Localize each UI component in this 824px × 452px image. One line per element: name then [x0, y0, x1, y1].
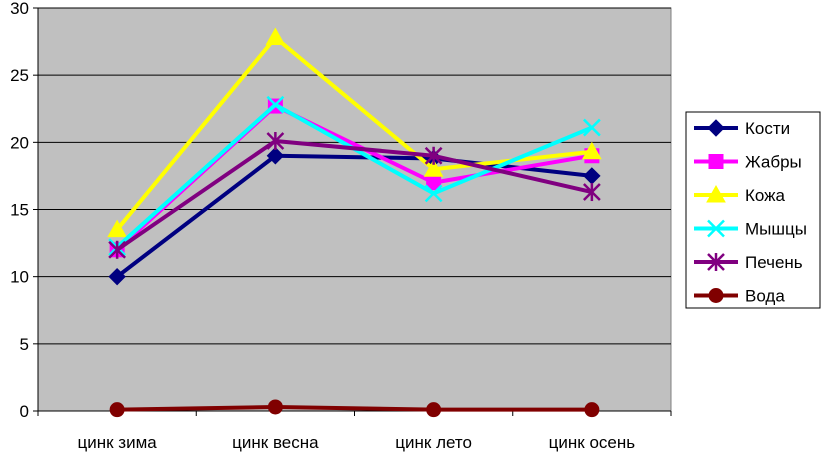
- legend-marker: [707, 219, 725, 238]
- y-tick-label: 25: [10, 66, 29, 85]
- x-tick-label: цинк лето: [395, 433, 472, 452]
- legend-box: [685, 111, 821, 309]
- data-point: [107, 219, 127, 238]
- data-point: [266, 147, 285, 165]
- data-point: [424, 146, 443, 165]
- data-point: [108, 267, 126, 286]
- legend-item: Кожа: [694, 184, 786, 205]
- series-line: [117, 404, 592, 412]
- y-tick-label: 10: [10, 268, 29, 287]
- x-tick-label: цинк осень: [549, 433, 636, 452]
- series-layer: [107, 27, 602, 418]
- data-point: [266, 95, 285, 114]
- series-line: [115, 138, 593, 252]
- grid-lines: [38, 7, 671, 345]
- series-5: [109, 399, 600, 418]
- data-point: [266, 131, 285, 150]
- legend-item: Вода: [694, 287, 785, 306]
- data-point: [582, 141, 602, 160]
- data-point: [426, 402, 442, 418]
- legend-item: Мышцы: [694, 220, 807, 239]
- data-point: [267, 399, 283, 415]
- legend-label: Кости: [745, 119, 790, 138]
- y-tick-label: 20: [10, 133, 29, 152]
- data-point: [584, 402, 600, 418]
- x-tick-label: цинк весна: [232, 433, 319, 452]
- x-tick-label: цинк зима: [78, 433, 158, 452]
- y-tick-label: 0: [20, 402, 29, 421]
- axes: 0 5 10 15 20 25 30 цинк зима цинк весна цинк лето…: [10, 0, 672, 452]
- legend-marker: [708, 288, 724, 303]
- series-4: [108, 131, 601, 259]
- y-tick-label: 15: [10, 201, 29, 220]
- legend-marker: [707, 253, 725, 271]
- legend-marker: [707, 119, 725, 137]
- y-tick-label: 30: [10, 0, 29, 18]
- legend: Кости Жабры Кожа Мышцы Печень Вода: [685, 111, 821, 309]
- legend-label: Мышцы: [745, 220, 807, 239]
- data-point: [423, 159, 444, 177]
- data-point: [582, 118, 601, 137]
- data-point: [265, 27, 286, 46]
- legend-item: Кости: [694, 119, 790, 138]
- data-point: [109, 402, 125, 418]
- y-tick-label: 5: [20, 335, 29, 354]
- legend-item: Жабры: [694, 153, 802, 172]
- legend-label: Вода: [745, 287, 785, 306]
- data-point: [582, 183, 601, 202]
- legend-label: Печень: [745, 253, 803, 272]
- legend-marker: [708, 154, 724, 169]
- legend-item: Печень: [694, 253, 803, 272]
- data-point: [108, 240, 127, 259]
- data-point: [424, 184, 443, 203]
- legend-label: Жабры: [745, 153, 802, 172]
- legend-marker: [706, 184, 726, 203]
- legend-label: Кожа: [745, 186, 786, 205]
